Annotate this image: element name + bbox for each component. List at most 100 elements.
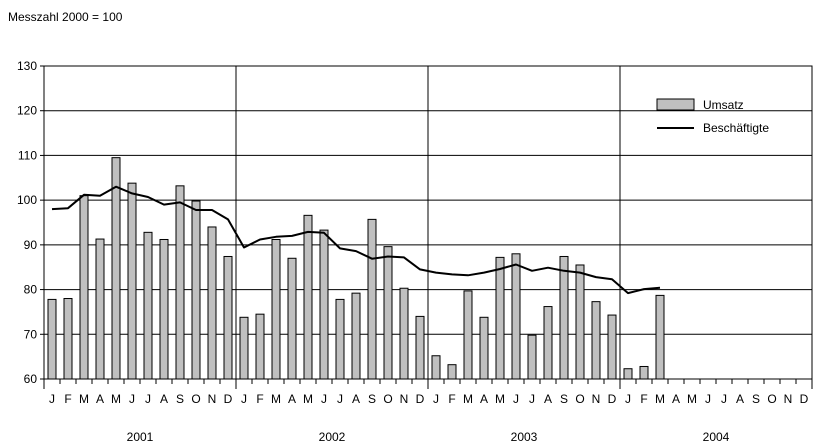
umsatz-bar [575,264,585,380]
legend-umsatz-swatch [656,98,695,111]
umsatz-bar [527,334,537,380]
x-tick-label-month: D [416,392,425,406]
umsatz-bar [127,182,137,380]
umsatz-bar [255,313,265,380]
x-tick-label-month: J [625,392,631,406]
x-year-label: 2003 [511,430,538,443]
umsatz-bar [511,253,521,380]
x-tick-label-month: D [800,392,809,406]
umsatz-bar [287,257,297,380]
x-tick-label-month: M [655,392,665,406]
umsatz-bar [79,195,89,380]
x-tick-label-month: F [640,392,647,406]
umsatz-bar [63,298,73,380]
x-tick-label-month: F [448,392,455,406]
x-tick-label-month: S [368,392,376,406]
x-tick-label-month: F [256,392,263,406]
y-tick-label: 100 [17,193,37,207]
umsatz-bar [207,226,217,380]
y-tick-label: 60 [24,372,38,386]
umsatz-bar [159,238,169,380]
x-tick-label-month: N [592,392,601,406]
x-tick-label-month: J [529,392,535,406]
y-tick-label: 110 [18,148,37,162]
x-tick-label-month: N [208,392,217,406]
umsatz-bars [47,157,665,380]
y-tick-label: 130 [17,59,37,73]
umsatz-bar [383,246,393,380]
umsatz-bar [479,316,489,380]
umsatz-bar [559,255,569,380]
legend-umsatz-label: Umsatz [703,98,744,112]
x-tick-label-month: J [145,392,151,406]
y-tick-label: 90 [24,238,38,252]
x-tick-label-month: M [271,392,281,406]
x-tick-label-month: N [400,392,409,406]
x-tick-label-month: O [767,392,776,406]
legend: Umsatz Beschäftigte [656,98,769,135]
beschaeftigte-line [51,185,661,295]
y-tick-label: 70 [24,327,38,341]
x-tick-label-month: A [96,392,104,406]
umsatz-bar [95,238,105,380]
x-tick-label-month: J [49,392,55,406]
umsatz-bar [47,298,57,380]
x-tick-label-month: M [303,392,313,406]
x-tick-label-month: A [160,392,168,406]
x-tick-label-month: J [337,392,343,406]
chart-subtitle: Messzahl 2000 = 100 [8,10,123,24]
x-tick-label-month: O [191,392,200,406]
umsatz-bar [223,255,233,380]
umsatz-bar [399,287,409,380]
x-tick-label-month: J [721,392,727,406]
umsatz-bar [543,306,553,380]
x-tick-label-month: J [129,392,135,406]
x-tick-label-month: D [608,392,617,406]
umsatz-bar [447,364,457,380]
x-tick-label-month: J [433,392,439,406]
x-tick-label-month: A [480,392,488,406]
x-tick-label-month: M [111,392,121,406]
umsatz-bar [111,157,121,380]
x-tick-label-month: F [64,392,71,406]
umsatz-bar [303,214,313,380]
x-year-label: 2004 [703,430,730,443]
x-tick-label-month: M [463,392,473,406]
umsatz-bar [495,256,505,380]
legend-beschaeftigte-label: Beschäftigte [703,121,769,135]
umsatz-bar [175,185,185,380]
umsatz-bar [271,238,281,380]
y-tick-label: 120 [17,104,37,118]
x-tick-label-month: O [575,392,584,406]
x-year-label: 2001 [127,430,154,443]
gridlines [43,65,813,380]
x-tick-label-month: O [383,392,392,406]
x-tick-label-month: S [560,392,568,406]
x-tick-label-month: M [687,392,697,406]
y-tick-label: 80 [24,283,38,297]
x-year-label: 2002 [319,430,346,443]
x-tick-label-month: M [495,392,505,406]
beschaeftigte-line-layer [51,185,661,295]
umsatz-bar [431,355,441,380]
x-tick-label-month: S [176,392,184,406]
umsatz-bar [335,298,345,380]
umsatz-bar [143,231,153,380]
x-tick-label-month: J [513,392,519,406]
x-tick-label-month: A [544,392,552,406]
x-tick-label-month: A [672,392,680,406]
umsatz-bar [607,314,617,380]
umsatz-bar [623,368,633,380]
x-tick-label-month: A [288,392,296,406]
umsatz-bar [191,200,201,380]
umsatz-bar [239,316,249,380]
umsatz-bar [591,301,601,380]
x-tick-label-month: N [784,392,793,406]
x-tick-label-month: D [224,392,233,406]
x-tick-label-month: A [736,392,744,406]
umsatz-bar [463,290,473,380]
x-tick-label-month: S [752,392,760,406]
